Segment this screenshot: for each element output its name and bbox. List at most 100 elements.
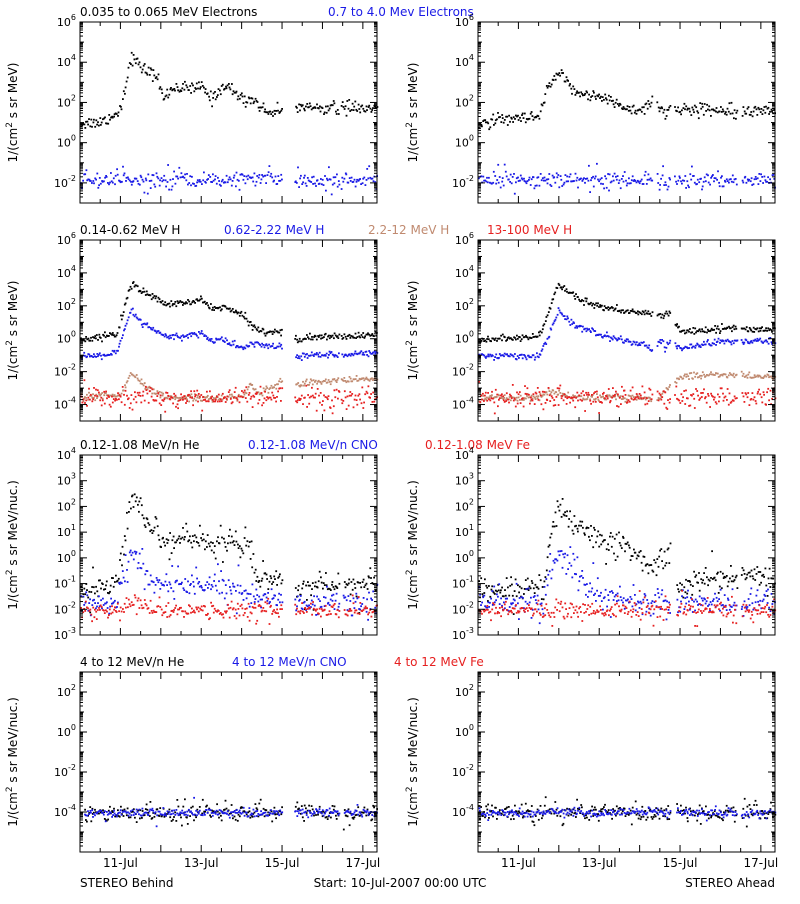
data-point xyxy=(155,584,157,586)
data-point xyxy=(196,182,198,184)
data-point xyxy=(599,395,601,397)
series-2-points xyxy=(81,308,379,361)
data-point xyxy=(659,184,661,186)
data-point xyxy=(160,582,162,584)
data-point xyxy=(212,307,214,309)
data-point xyxy=(341,188,343,190)
data-point xyxy=(503,399,505,401)
data-point xyxy=(111,354,113,356)
data-point xyxy=(232,583,234,585)
data-point xyxy=(540,173,542,175)
data-point xyxy=(549,82,551,84)
data-point xyxy=(104,403,106,405)
data-point xyxy=(189,175,191,177)
data-point xyxy=(211,309,213,311)
data-point xyxy=(165,186,167,188)
data-point xyxy=(319,402,321,404)
data-point xyxy=(309,382,311,384)
data-point xyxy=(174,334,176,336)
data-point xyxy=(631,113,633,115)
data-point xyxy=(767,176,769,178)
data-point xyxy=(548,311,550,313)
data-point xyxy=(121,611,123,613)
data-point xyxy=(267,174,269,176)
data-point xyxy=(181,582,183,584)
data-point xyxy=(237,399,239,401)
data-point xyxy=(209,390,211,392)
data-point xyxy=(195,567,197,569)
data-point xyxy=(139,607,141,609)
data-point xyxy=(192,581,194,583)
data-point xyxy=(515,339,517,341)
data-point xyxy=(244,96,246,98)
data-point xyxy=(201,400,203,402)
data-point xyxy=(334,608,336,610)
data-point xyxy=(203,172,205,174)
data-point xyxy=(306,334,308,336)
data-point xyxy=(684,108,686,110)
data-point xyxy=(326,353,328,355)
data-point xyxy=(660,394,662,396)
data-point xyxy=(157,525,159,527)
data-point xyxy=(499,338,501,340)
data-point xyxy=(106,176,108,178)
data-point xyxy=(505,171,507,173)
data-point xyxy=(699,102,701,104)
data-point xyxy=(629,312,631,314)
data-point xyxy=(214,574,216,576)
data-point xyxy=(224,542,226,544)
data-point xyxy=(549,394,551,396)
data-point xyxy=(550,329,552,331)
data-point xyxy=(261,392,263,394)
data-point xyxy=(728,404,730,406)
data-point xyxy=(523,399,525,401)
data-point xyxy=(247,178,249,180)
data-point xyxy=(127,528,129,530)
data-point xyxy=(114,394,116,396)
data-point xyxy=(337,337,339,339)
data-point xyxy=(316,596,318,598)
data-point xyxy=(497,164,499,166)
data-point xyxy=(620,312,622,314)
data-point xyxy=(101,405,103,407)
data-point xyxy=(139,392,141,394)
data-point xyxy=(259,110,261,112)
data-point xyxy=(360,586,362,588)
data-point xyxy=(129,603,131,605)
data-point xyxy=(350,337,352,339)
data-point xyxy=(120,340,122,342)
data-point xyxy=(173,338,175,340)
data-point xyxy=(646,183,648,185)
data-point xyxy=(496,340,498,342)
data-point xyxy=(591,394,593,396)
data-point xyxy=(129,552,131,554)
data-point xyxy=(717,341,719,343)
data-point xyxy=(242,96,244,98)
data-point xyxy=(307,394,309,396)
data-point xyxy=(362,581,364,583)
data-point xyxy=(499,176,501,178)
data-point xyxy=(489,354,491,356)
data-point xyxy=(495,354,497,356)
y-tick-label: 10-4 xyxy=(452,396,474,412)
data-point xyxy=(633,396,635,398)
data-point xyxy=(661,393,663,395)
data-point xyxy=(677,180,679,182)
data-point xyxy=(511,182,513,184)
data-point xyxy=(535,398,537,400)
data-point xyxy=(630,110,632,112)
data-point xyxy=(766,391,768,393)
data-point xyxy=(641,179,643,181)
data-point xyxy=(553,79,555,81)
data-point xyxy=(182,396,184,398)
data-point xyxy=(487,122,489,124)
data-point xyxy=(318,598,320,600)
data-point xyxy=(237,544,239,546)
data-point xyxy=(171,565,173,567)
data-point xyxy=(275,401,277,403)
data-point xyxy=(278,576,280,578)
data-point xyxy=(170,179,172,181)
data-point xyxy=(174,303,176,305)
data-point xyxy=(577,296,579,298)
data-point xyxy=(298,355,300,357)
